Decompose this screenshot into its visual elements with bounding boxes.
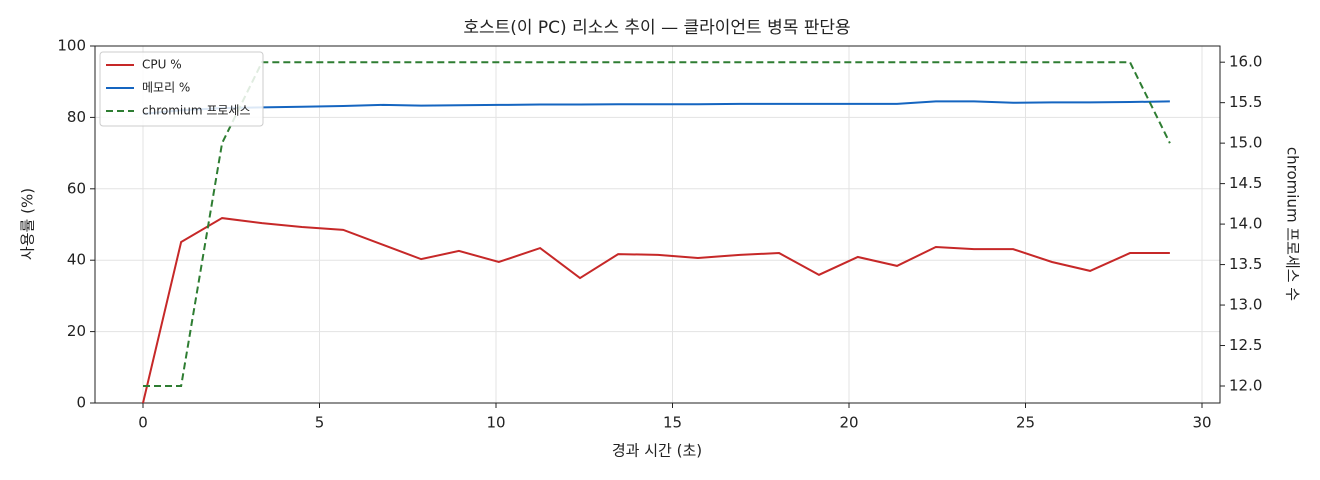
legend-label: 메모리 % [142,81,190,95]
y-tick-label: 60 [67,179,86,197]
y2-tick-label: 15.0 [1229,134,1262,152]
y2-tick-label: 12.5 [1229,336,1262,354]
y-tick-label: 20 [67,322,86,340]
series-line [142,217,1170,404]
x-tick-label: 25 [1016,414,1035,432]
y-tick-label: 80 [67,108,86,126]
y2-tick-label: 13.5 [1229,255,1262,273]
x-axis-label: 경과 시간 (초) [612,442,702,460]
legend-label: CPU % [142,58,182,72]
y2-tick-label: 16.0 [1229,53,1262,71]
legend-box [99,51,264,127]
legend: CPU % 메모리 % chromium 프로세스 [99,51,264,127]
y-tick-label: 0 [76,394,86,412]
plot-frame [94,45,1221,404]
x-tick-label: 30 [1192,414,1211,432]
y2-tick-label: 13.0 [1229,296,1262,314]
y-tick-label: 100 [57,37,86,55]
y2-tick-label: 14.0 [1229,215,1262,233]
y-tick-label: 40 [67,251,86,269]
series-line [143,61,1171,387]
x-tick-label: 0 [138,414,148,432]
x-tick-label: 10 [486,414,505,432]
y2-tick-label: 15.5 [1229,93,1262,111]
series-line [142,100,1170,115]
legend-label: chromium 프로세스 [142,104,251,118]
x-tick-label: 15 [663,414,682,432]
y2-tick-label: 12.0 [1229,377,1262,395]
y-axis-label: 사용률 (%) [19,188,37,260]
chart-title: 호스트(이 PC) 리소스 추이 — 클라이언트 병목 판단용 [463,18,850,38]
x-tick-label: 5 [315,414,325,432]
y2-tick-label: 14.5 [1229,174,1262,192]
y2-axis-label: chromium 프로세스 수 [1284,147,1302,301]
x-tick-label: 20 [839,414,858,432]
